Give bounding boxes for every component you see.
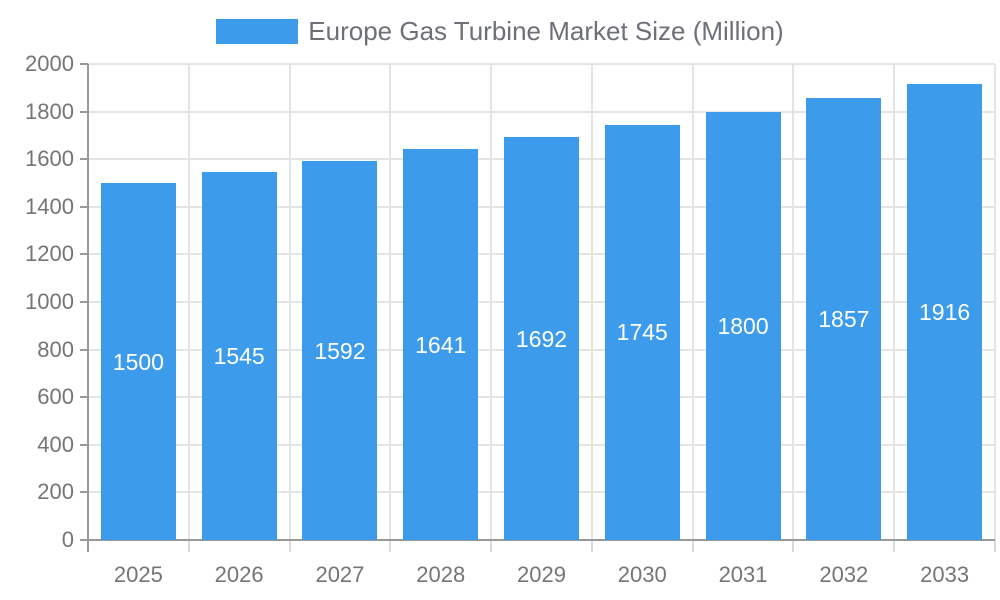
bar-value-label: 1692 [515, 325, 568, 352]
x-axis-tick [288, 540, 291, 552]
y-tick-label: 1400 [25, 193, 74, 219]
x-tick-label: 2033 [920, 562, 970, 587]
y-tick-label: 200 [37, 479, 74, 505]
y-tick-label: 1000 [25, 289, 74, 314]
y-tick-label: 2000 [25, 51, 74, 76]
x-tick-label: 2027 [315, 562, 365, 587]
y-axis-tick [80, 158, 88, 161]
y-tick-label: 1600 [25, 146, 74, 172]
y-axis-tick [80, 443, 88, 446]
bar-value-label: 1500 [112, 348, 164, 375]
bar [403, 149, 479, 540]
gridline-vertical [288, 64, 291, 540]
gridline-horizontal [88, 110, 995, 113]
y-tick-label: 800 [37, 336, 74, 362]
x-tick-label: 2026 [214, 562, 264, 587]
y-axis-tick [80, 491, 88, 494]
gridline-horizontal [88, 63, 995, 65]
legend-swatch [216, 18, 299, 44]
x-axis-tick [893, 540, 896, 552]
y-tick-label: 1200 [25, 241, 74, 267]
bar [302, 161, 378, 540]
bar [705, 111, 781, 540]
bar-value-label: 1545 [213, 343, 265, 370]
y-tick-label: 0 [61, 527, 74, 552]
gridline-vertical [590, 64, 593, 540]
x-tick-label: 2030 [617, 562, 667, 587]
gridline-vertical [994, 64, 996, 540]
bar-value-label: 1641 [415, 331, 467, 358]
bar-value-label: 1857 [818, 306, 870, 333]
y-tick-label: 400 [37, 431, 74, 457]
gridline-vertical [691, 64, 694, 540]
x-axis-tick [490, 540, 493, 552]
y-axis-tick [80, 205, 88, 208]
bar [907, 83, 983, 540]
chart-legend[interactable]: Europe Gas Turbine Market Size (Million) [0, 14, 1000, 48]
y-axis-tick [80, 63, 88, 65]
x-axis-tick [389, 540, 392, 552]
x-axis-tick [792, 540, 795, 552]
bar-value-label: 1800 [717, 312, 769, 339]
bar-value-label: 1592 [314, 337, 366, 364]
x-tick-label: 2028 [416, 562, 466, 587]
x-axis-tick [590, 540, 593, 552]
x-axis-tick [691, 540, 694, 552]
bar [604, 124, 680, 540]
x-axis-tick [187, 540, 190, 552]
bar-value-label: 1916 [919, 298, 971, 325]
x-axis-tick [994, 540, 996, 552]
x-tick-label: 2032 [819, 562, 869, 587]
gridline-vertical [187, 64, 190, 540]
gridline-vertical [893, 64, 896, 540]
bar [504, 137, 579, 540]
bar [100, 183, 176, 540]
y-axis-tick [80, 348, 88, 351]
gridline-vertical [389, 64, 392, 540]
x-tick-label: 2029 [517, 562, 566, 587]
y-axis-tick [80, 110, 88, 113]
y-axis-tick [80, 396, 88, 399]
x-tick-label: 2025 [113, 562, 163, 587]
bar [806, 98, 882, 540]
y-tick-label: 1800 [25, 98, 74, 124]
y-tick-label: 600 [37, 384, 74, 410]
bar-value-label: 1745 [616, 319, 668, 346]
x-tick-label: 2031 [718, 562, 768, 587]
gridline-vertical [490, 64, 493, 540]
legend-label: Europe Gas Turbine Market Size (Million) [308, 16, 784, 46]
x-axis-line [80, 539, 995, 541]
y-axis-line [87, 64, 89, 552]
y-axis-tick [80, 301, 88, 303]
gridline-vertical [792, 64, 795, 540]
bar [201, 172, 277, 540]
y-axis-tick [80, 253, 88, 256]
